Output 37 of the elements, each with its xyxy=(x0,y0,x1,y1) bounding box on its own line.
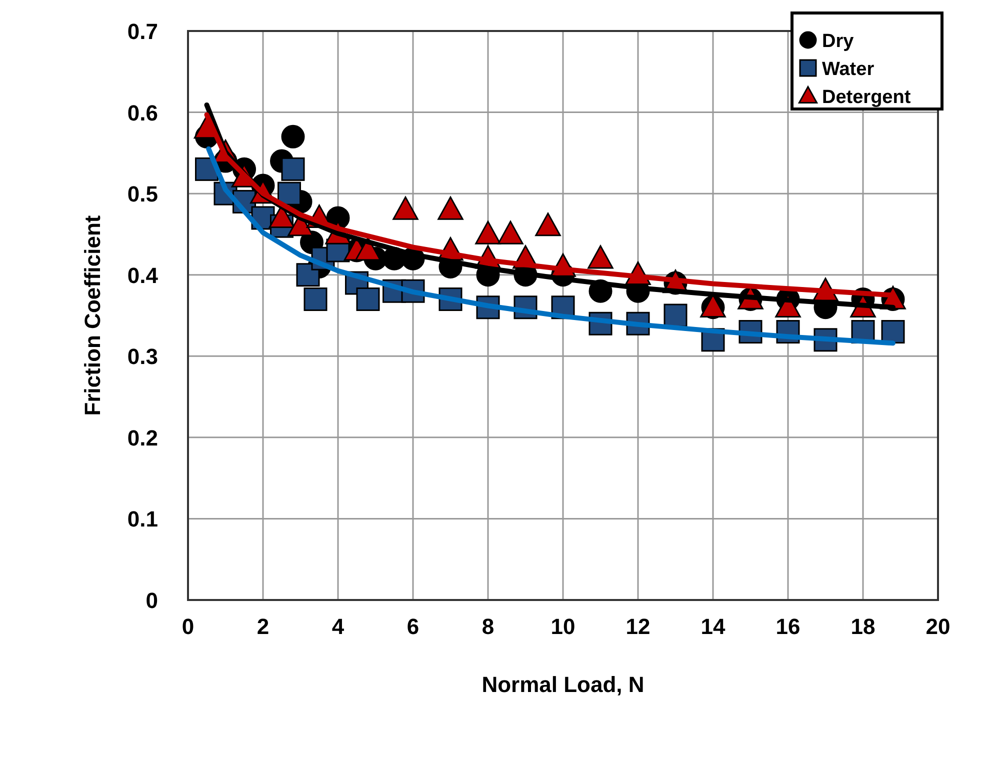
legend-label: Detergent xyxy=(822,87,912,108)
point xyxy=(881,320,905,344)
x-axis-title: Normal Load, N xyxy=(482,672,644,697)
point xyxy=(438,196,464,220)
y-tick-label: 0.2 xyxy=(127,425,158,450)
point xyxy=(588,245,614,269)
x-tick-label: 14 xyxy=(700,614,726,639)
point xyxy=(356,287,380,311)
y-tick-label: 0.4 xyxy=(127,262,159,288)
legend-label: Dry xyxy=(822,31,854,52)
x-tick-label: 12 xyxy=(626,614,650,639)
y-axis-title: Friction Coefficient xyxy=(80,214,105,416)
point xyxy=(278,182,301,206)
point xyxy=(304,287,328,311)
point xyxy=(392,196,418,220)
x-tick-label: 8 xyxy=(482,614,494,639)
x-tick-label: 0 xyxy=(182,614,194,639)
point xyxy=(535,212,561,236)
x-tick-label: 10 xyxy=(550,614,576,639)
point xyxy=(281,157,305,181)
y-tick-label: 0.3 xyxy=(127,344,158,370)
point xyxy=(498,220,524,244)
point xyxy=(475,220,501,244)
x-tick-label: 18 xyxy=(850,614,876,639)
y-tick-label: 0.5 xyxy=(127,182,158,207)
x-tick-label: 2 xyxy=(256,614,270,639)
y-tick-label: 0 xyxy=(146,588,158,613)
legend-label: Water xyxy=(822,59,875,80)
x-tick-label: 6 xyxy=(406,614,420,639)
y-tick-label: 0.1 xyxy=(127,506,158,532)
y-tick-label: 0.6 xyxy=(127,100,158,126)
x-tick-label: 16 xyxy=(776,614,800,639)
point xyxy=(281,124,305,148)
y-tick-label: 0.7 xyxy=(127,19,158,44)
point xyxy=(664,304,688,328)
x-tick-label: 4 xyxy=(332,614,345,639)
x-tick-label: 20 xyxy=(926,614,950,639)
